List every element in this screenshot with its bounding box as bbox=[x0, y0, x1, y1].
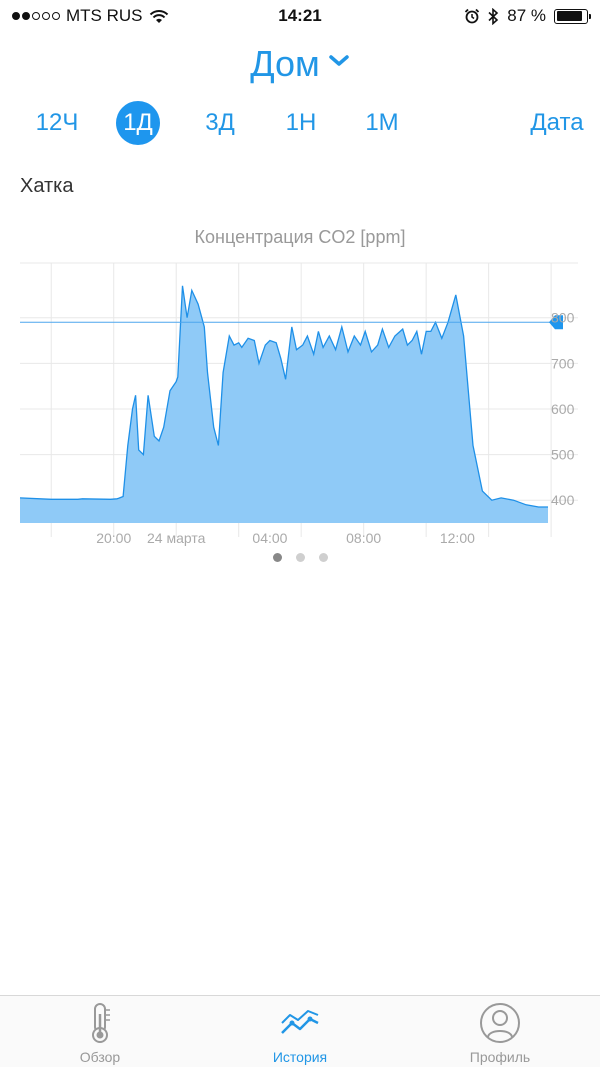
x-tick-label: 24 марта bbox=[147, 530, 206, 546]
page-dot-1[interactable] bbox=[272, 553, 282, 562]
page-indicator bbox=[0, 553, 600, 562]
tab-history[interactable]: История bbox=[240, 1002, 360, 1065]
thermometer-icon bbox=[92, 1003, 110, 1043]
trend-chart-icon bbox=[281, 1010, 319, 1034]
y-tick-label: 700 bbox=[551, 355, 575, 371]
location-name: Дом bbox=[250, 43, 320, 84]
bluetooth-icon bbox=[488, 7, 499, 25]
y-tick-label: 400 bbox=[551, 492, 575, 508]
wifi-icon bbox=[149, 9, 168, 23]
profile-icon bbox=[480, 1003, 520, 1043]
signal-strength-icon bbox=[12, 12, 60, 20]
location-selector[interactable]: Дом bbox=[0, 40, 600, 88]
tab-profile-label: Профиль bbox=[469, 1049, 531, 1065]
tab-overview[interactable]: Обзор bbox=[40, 1002, 160, 1065]
x-tick-label: 08:00 bbox=[346, 530, 381, 546]
tab-overview-label: Обзор bbox=[79, 1049, 121, 1065]
battery-percent: 87 % bbox=[507, 6, 546, 25]
range-tab-1d[interactable]: 1Д bbox=[116, 101, 160, 145]
x-tick-label: 12:00 bbox=[440, 530, 475, 546]
status-left: MTS RUS bbox=[12, 6, 169, 26]
battery-fill bbox=[556, 11, 582, 21]
battery-icon bbox=[554, 8, 591, 24]
y-tick-label: 600 bbox=[551, 401, 575, 417]
range-tab-12h[interactable]: 12Ч bbox=[35, 109, 79, 136]
room-name: Хатка bbox=[20, 175, 74, 197]
chevron-down-icon bbox=[329, 55, 349, 66]
range-tab-3d[interactable]: 3Д bbox=[205, 109, 235, 136]
range-tab-1m[interactable]: 1М bbox=[365, 109, 399, 136]
co2-line bbox=[19, 285, 548, 508]
date-picker-button[interactable]: Дата bbox=[530, 109, 584, 136]
alarm-clock-icon bbox=[465, 8, 480, 24]
x-tick-label: 04:00 bbox=[252, 530, 287, 546]
range-tab-1w[interactable]: 1Н bbox=[285, 109, 317, 136]
status-right: 87 % bbox=[464, 6, 591, 26]
tab-history-label: История bbox=[272, 1049, 328, 1065]
co2-area-chart[interactable]: 400 500 600 700 800 20:00 24 марта 04:00 08:00 12… bbox=[0, 255, 600, 550]
carrier-name: MTS RUS bbox=[66, 6, 143, 25]
page-dot-2[interactable] bbox=[295, 553, 305, 562]
tab-bar: Обзор История Профиль bbox=[0, 995, 600, 1067]
y-tick-label: 500 bbox=[551, 447, 575, 463]
x-tick-label: 20:00 bbox=[96, 530, 131, 546]
co2-area bbox=[20, 285, 548, 523]
chart-title: Концентрация CO2 [ppm] bbox=[194, 227, 406, 247]
status-bar: MTS RUS 14:21 87 % bbox=[0, 0, 600, 32]
page-dot-3[interactable] bbox=[318, 553, 328, 562]
threshold-handle bbox=[549, 315, 563, 330]
y-tick-label: 800 bbox=[551, 310, 575, 326]
tab-profile[interactable]: Профиль bbox=[440, 1002, 560, 1065]
status-time: 14:21 bbox=[278, 6, 322, 25]
